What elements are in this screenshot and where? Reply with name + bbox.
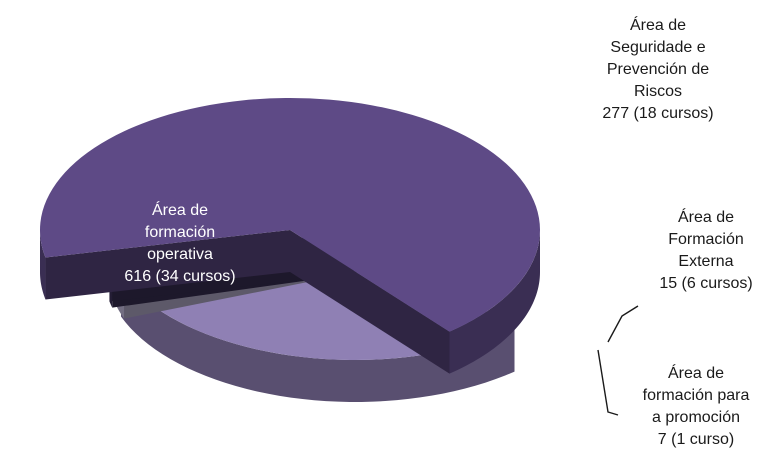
slice-label: Área de Seguridade e Prevención de Riscos 27…	[602, 15, 713, 122]
slice-label-line: Área de	[678, 207, 734, 226]
slice-label-line: Riscos	[634, 83, 682, 100]
slice-label-line: Área de	[668, 363, 724, 382]
slice-label-line: formación para	[643, 387, 750, 404]
slice-label-line: formación	[145, 224, 215, 241]
slice-label-line: operativa	[147, 246, 213, 263]
pie-slice	[39, 97, 540, 374]
slice-label-line: Formación	[668, 231, 744, 248]
slice-label-line: 15 (6 cursos)	[659, 275, 752, 292]
slice-label-line: 7 (1 curso)	[658, 431, 734, 448]
slice-label-line: a promoción	[652, 409, 740, 426]
pie-slice-edge	[121, 274, 515, 402]
slice-label-line: Prevención de	[607, 61, 709, 78]
slice-label: Área de formación operativa 616 (34 cursos)	[124, 200, 235, 285]
pie-labels: Área de formación operativa 616 (34 cursos)…	[124, 15, 752, 448]
slice-label-line: 277 (18 cursos)	[602, 105, 713, 122]
pie-slice-wall	[290, 230, 450, 374]
slice-label-line: Área de	[152, 200, 208, 219]
slice-label-line: 616 (34 cursos)	[124, 268, 235, 285]
slice-label-line: Externa	[678, 253, 733, 270]
pie-slice-edge	[40, 230, 46, 300]
pie-slice-top	[39, 97, 540, 332]
slice-label: Área de formación para a promoción 7 (1 cur…	[643, 363, 750, 448]
leader-line	[607, 305, 639, 343]
slice-label-line: Área de	[630, 15, 686, 34]
pie-slice-edge	[449, 230, 540, 374]
pie-slice-wall	[45, 230, 290, 300]
slice-label-line: Seguridade e	[610, 39, 705, 56]
slice-label: Área de Formación Externa 15 (6 cursos)	[659, 207, 752, 292]
leader-line	[597, 349, 619, 416]
pie-slices	[39, 97, 540, 402]
